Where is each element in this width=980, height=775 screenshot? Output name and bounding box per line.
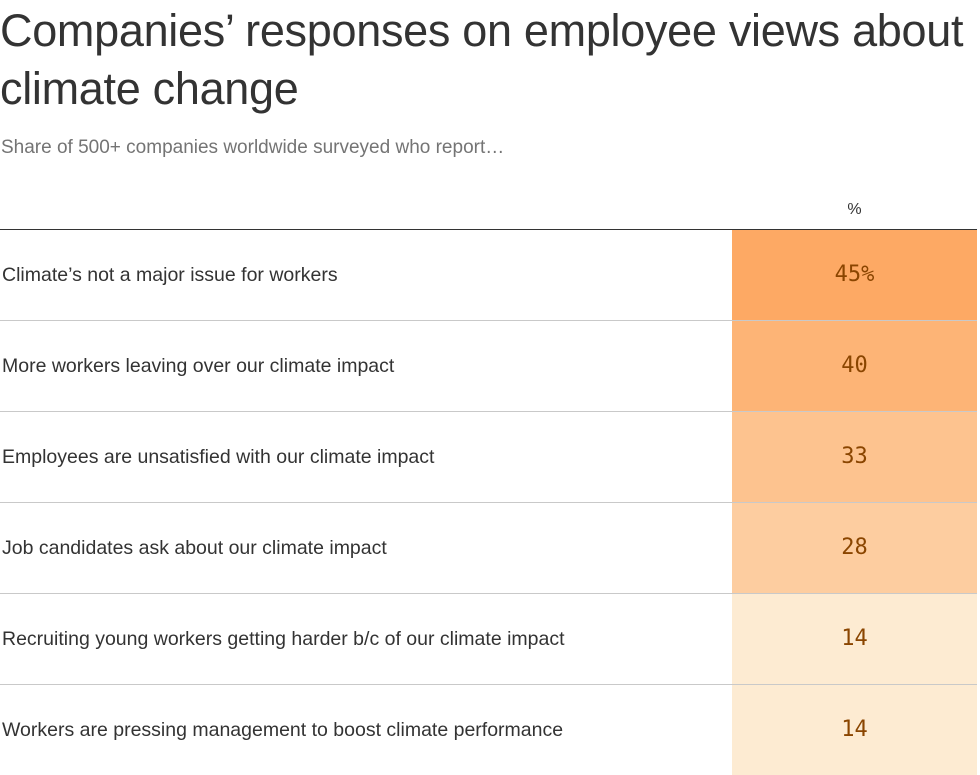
table-row: Job candidates ask about our climate imp… <box>0 503 977 594</box>
row-label: Employees are unsatisfied with our clima… <box>2 446 435 468</box>
value-cell: 14 <box>732 685 977 775</box>
data-table: % Climate’s not a major issue for worker… <box>0 190 977 775</box>
row-value: 40 <box>841 353 868 378</box>
row-value: 14 <box>841 717 868 742</box>
table-body: Climate’s not a major issue for workers 4… <box>0 230 977 775</box>
row-label: Job candidates ask about our climate imp… <box>2 537 387 559</box>
percent-column-header: % <box>847 201 862 218</box>
value-cell: 40 <box>732 321 977 411</box>
value-cell: 28 <box>732 503 977 593</box>
row-label: More workers leaving over our climate im… <box>2 355 395 377</box>
row-value: 14 <box>841 626 868 651</box>
table-header-row: % <box>0 190 977 230</box>
table-row: More workers leaving over our climate im… <box>0 321 977 412</box>
row-label: Climate’s not a major issue for workers <box>2 264 338 286</box>
row-value: 45% <box>834 262 875 287</box>
table-row: Recruiting young workers getting harder … <box>0 594 977 685</box>
row-label: Recruiting young workers getting harder … <box>2 628 565 650</box>
row-value: 28 <box>841 535 868 560</box>
row-label: Workers are pressing management to boost… <box>2 719 564 741</box>
value-cell: 14 <box>732 594 977 684</box>
chart-title: Companies’ responses on employee views a… <box>0 5 964 114</box>
table-row: Employees are unsatisfied with our clima… <box>0 412 977 503</box>
chart-subtitle: Share of 500+ companies worldwide survey… <box>1 137 505 158</box>
table-row: Climate’s not a major issue for workers 4… <box>0 230 977 321</box>
value-cell: 45% <box>732 230 977 320</box>
value-cell: 33 <box>732 412 977 502</box>
row-value: 33 <box>841 444 868 469</box>
table-row: Workers are pressing management to boost… <box>0 685 977 775</box>
